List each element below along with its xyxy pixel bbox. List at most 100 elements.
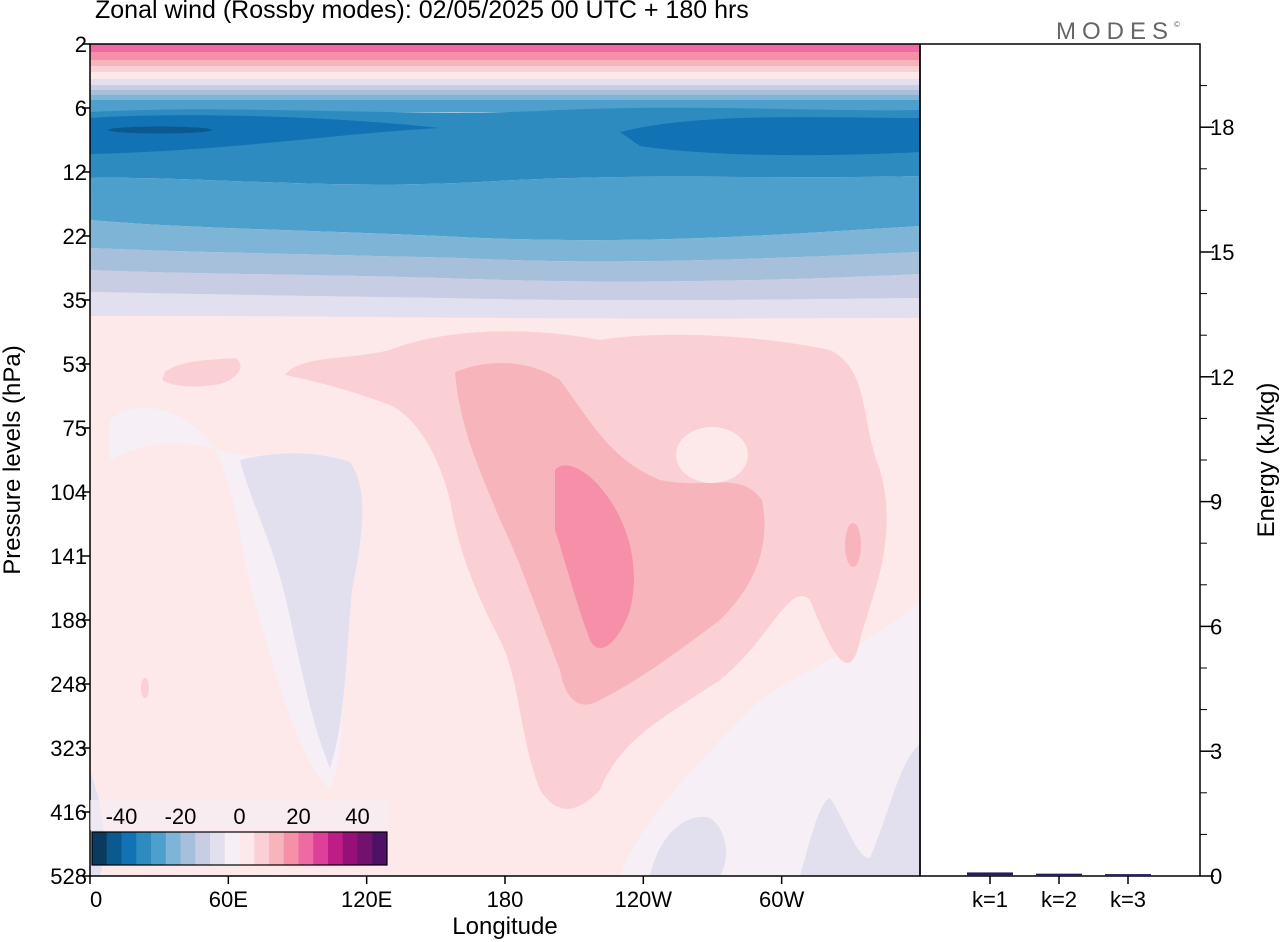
colorbar-label: 20 [286, 804, 310, 829]
colorbar-swatch [254, 832, 270, 865]
y-tick-label: 248 [50, 672, 87, 697]
lav-region-east [620, 600, 920, 876]
energy-tick-label: 12 [1210, 365, 1234, 390]
energy-bars: k=1 k=2 k=3 [967, 872, 1151, 912]
x-tick-label: 60E [209, 887, 248, 912]
y-tick-label: 416 [50, 800, 87, 825]
colorbar-swatch [165, 832, 181, 865]
y-tick-label: 53 [63, 352, 87, 377]
colorbar-swatch [313, 832, 329, 865]
colorbar-swatch [195, 832, 211, 865]
colorbar-swatch [121, 832, 137, 865]
colorbar-swatch [372, 832, 388, 865]
colorbar-label: 0 [233, 804, 245, 829]
modes-logo: MODES© [1056, 18, 1180, 46]
colorbar-swatch [357, 832, 373, 865]
lav-region-west-deep [240, 453, 363, 768]
pink-spot-west [141, 678, 149, 698]
y-tick-label: 35 [63, 288, 87, 313]
lav-region-east-deep [650, 816, 726, 876]
y-tick-label: 528 [50, 864, 87, 889]
y-tick-label: 6 [75, 96, 87, 121]
x-tick-label: 120E [341, 887, 392, 912]
jet-core-darkest [108, 126, 212, 134]
y-axis-left: 2 6 12 22 35 53 75 104 141 188 248 323 416 528 [50, 32, 90, 889]
colorbar-swatch [239, 832, 255, 865]
energy-tick-label: 3 [1210, 739, 1222, 764]
colorbar: -40 -20 0 20 40 [90, 800, 389, 866]
colorbar-swatch [92, 832, 108, 865]
y-tick-label: 75 [63, 416, 87, 441]
lav-region-east-deep-2 [800, 744, 920, 876]
band-lav-7 [90, 270, 920, 301]
colorbar-swatch [283, 832, 299, 865]
band-lav-6 [90, 248, 920, 282]
colorbar-swatch [210, 832, 226, 865]
x-axis: 0 60E 120E 180 120W 60W [89, 876, 805, 912]
logo-text: MODES [1056, 18, 1175, 45]
bar-panel-frame [919, 43, 1201, 877]
x-tick-label: 60W [759, 887, 804, 912]
bar-category-label: k=3 [1110, 887, 1146, 912]
logo-mark: © [1174, 20, 1180, 29]
colorbar-label: -40 [106, 804, 138, 829]
bar-category-label: k=2 [1041, 887, 1077, 912]
y-axis-title: Pressure levels (hPa) [0, 345, 26, 574]
pink-spot-east [845, 523, 861, 567]
layer-blue-2 [90, 95, 920, 101]
colorbar-label: 40 [345, 804, 369, 829]
energy-axis: 0 3 6 9 12 15 18 [1200, 85, 1234, 889]
chart-title: Zonal wind (Rossby modes): 02/05/2025 00… [95, 0, 749, 24]
y-tick-label: 323 [50, 736, 87, 761]
layer-lav-1 [90, 79, 920, 86]
zonal-wind-heatmap [90, 44, 920, 876]
energy-axis-title: Energy (kJ/kg) [1253, 383, 1280, 538]
energy-tick-label: 18 [1210, 115, 1234, 140]
layer-white [90, 72, 920, 80]
colorbar-swatch [298, 832, 314, 865]
pale-spot [676, 427, 748, 483]
colorbar-swatch [151, 832, 167, 865]
energy-bar [1036, 873, 1082, 876]
y-tick-label: 2 [75, 32, 87, 57]
x-axis-title: Longitude [452, 913, 557, 940]
y-tick-label: 12 [63, 160, 87, 185]
colorbar-swatch [342, 832, 358, 865]
y-tick-label: 188 [50, 608, 87, 633]
bar-category-label: k=1 [972, 887, 1008, 912]
energy-tick-label: 15 [1210, 240, 1234, 265]
colorbar-swatch [269, 832, 285, 865]
band-lav-8 [90, 292, 920, 319]
colorbar-swatch [136, 832, 152, 865]
y-tick-label: 22 [63, 224, 87, 249]
x-tick-label: 0 [90, 887, 102, 912]
colorbar-label: -20 [165, 804, 197, 829]
y-tick-label: 141 [50, 544, 87, 569]
energy-bar [1105, 874, 1151, 877]
colorbar-swatch [328, 832, 344, 865]
colorbar-swatch [224, 832, 240, 865]
layer-blue-1 [90, 90, 920, 96]
energy-tick-label: 6 [1210, 614, 1222, 639]
layer-pink-4 [90, 66, 920, 73]
pink-region-core [555, 465, 634, 649]
layer-pink-2 [90, 52, 920, 62]
jet-core-dark-2 [620, 117, 920, 156]
colorbar-label-backing [90, 800, 389, 830]
layer-lav-2 [90, 85, 920, 91]
energy-bar [967, 872, 1013, 876]
band-blue-5 [90, 220, 920, 262]
colorbar-swatch [180, 832, 196, 865]
x-tick-label: 180 [487, 887, 524, 912]
colorbar-frame [91, 831, 388, 866]
jet-core-dark-1 [90, 115, 440, 154]
pink-region-small [162, 358, 241, 387]
layer-pink-3 [90, 60, 920, 68]
y-tick-label: 104 [50, 480, 87, 505]
energy-tick-label: 0 [1210, 864, 1222, 889]
colorbar-swatch [106, 832, 122, 865]
energy-tick-label: 9 [1210, 490, 1222, 515]
band-blue-4 [90, 176, 920, 241]
x-tick-label: 120W [615, 887, 673, 912]
